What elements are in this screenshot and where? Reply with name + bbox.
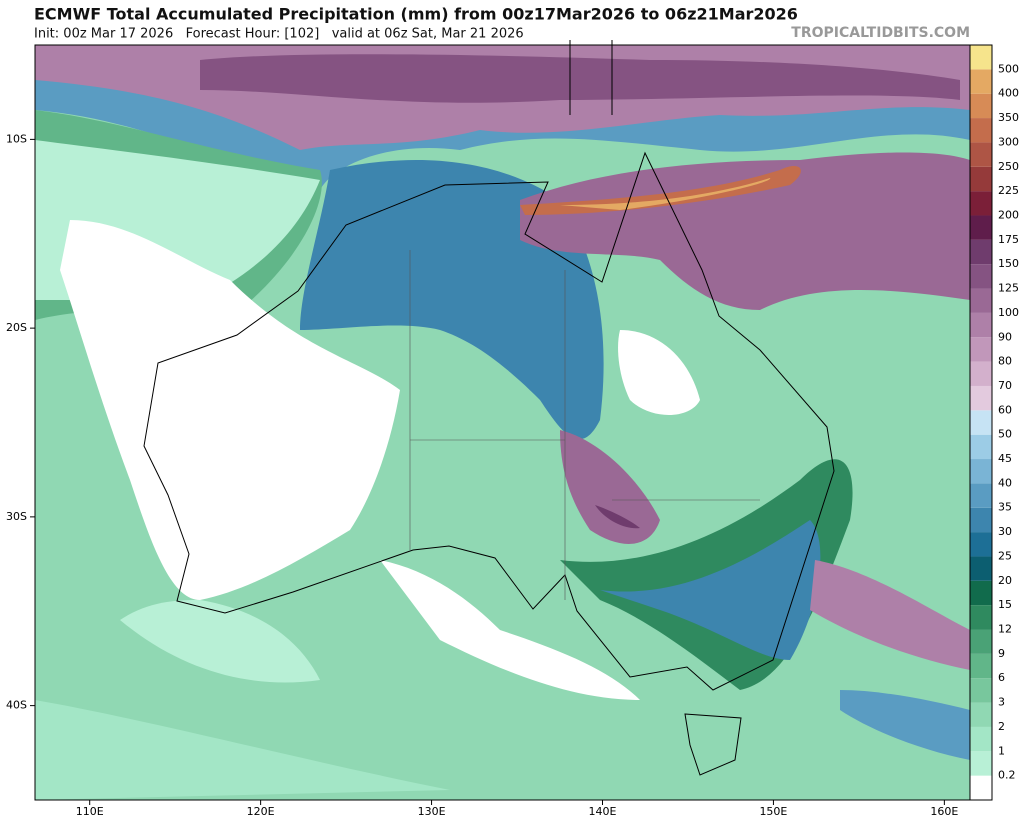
colorbar-label: 200 [998, 208, 1019, 221]
colorbar-label: 0.2 [998, 769, 1016, 782]
colorbar-swatch [970, 118, 992, 143]
colorbar-label: 125 [998, 282, 1019, 295]
colorbar-label: 250 [998, 160, 1019, 173]
colorbar: 0.21236912152025303540455060708090100125… [969, 44, 1019, 801]
colorbar-label: 150 [998, 257, 1019, 270]
colorbar-swatch [970, 702, 992, 727]
colorbar-label: 50 [998, 428, 1012, 441]
colorbar-label: 100 [998, 306, 1019, 319]
colorbar-swatch [970, 264, 992, 289]
lat-tick-label: 20S [6, 321, 27, 334]
colorbar-label: 90 [998, 330, 1012, 343]
colorbar-swatch [970, 288, 992, 313]
subtitle: Init: 00z Mar 17 2026 Forecast Hour: [10… [34, 27, 524, 42]
colorbar-label: 25 [998, 549, 1012, 562]
colorbar-swatch [970, 580, 992, 606]
colorbar-swatch [970, 556, 992, 581]
colorbar-label: 1 [998, 744, 1005, 757]
lon-tick-label: 140E [589, 805, 617, 818]
coastlines [143, 40, 835, 776]
colorbar-label: 225 [998, 184, 1019, 197]
lon-tick-label: 130E [418, 805, 446, 818]
colorbar-label: 400 [998, 87, 1019, 100]
lat-tick-label: 10S [6, 132, 27, 145]
colorbar-swatch [970, 678, 992, 703]
colorbar-label: 40 [998, 476, 1012, 489]
colorbar-swatch [970, 775, 992, 800]
lon-tick-label: 120E [247, 805, 275, 818]
colorbar-swatch [970, 239, 992, 265]
axes: 110E 120E 130E 140E 150E 160E 10S 20S 30S 40S [6, 132, 958, 818]
colorbar-swatch [970, 45, 992, 70]
colorbar-swatch [970, 337, 992, 362]
colorbar-swatch [970, 532, 992, 557]
colorbar-swatch [970, 605, 992, 630]
colorbar-label: 80 [998, 355, 1012, 368]
colorbar-label: 30 [998, 525, 1012, 538]
colorbar-label: 45 [998, 452, 1012, 465]
title: ECMWF Total Accumulated Precipitation (m… [34, 5, 798, 24]
colorbar-swatch [970, 69, 992, 94]
colorbar-swatch [970, 166, 992, 192]
colorbar-label: 350 [998, 111, 1019, 124]
precip-field [35, 45, 970, 800]
lon-tick-label: 150E [759, 805, 787, 818]
lat-tick-label: 30S [6, 510, 27, 523]
colorbar-label: 6 [998, 671, 1005, 684]
colorbar-label: 175 [998, 233, 1019, 246]
colorbar-swatch [970, 653, 992, 679]
lon-tick-label: 110E [76, 805, 104, 818]
colorbar-swatch [970, 507, 992, 533]
colorbar-swatch [970, 726, 992, 752]
colorbar-frame [969, 44, 993, 801]
colorbar-label: 9 [998, 647, 1005, 660]
colorbar-swatch [970, 93, 992, 119]
colorbar-swatch [970, 215, 992, 240]
colorbar-label: 60 [998, 403, 1012, 416]
colorbar-label: 35 [998, 501, 1012, 514]
colorbar-swatch [970, 361, 992, 386]
colorbar-label: 70 [998, 379, 1012, 392]
lon-tick-label: 160E [930, 805, 958, 818]
colorbar-swatch [970, 629, 992, 654]
colorbar-label: 15 [998, 598, 1012, 611]
source: TROPICALTIDBITS.COM [791, 25, 970, 41]
colorbar-swatch [970, 142, 992, 167]
colorbar-label: 3 [998, 696, 1005, 709]
colorbar-swatch [970, 385, 992, 411]
colorbar-label: 12 [998, 623, 1012, 636]
colorbar-swatch [970, 751, 992, 776]
colorbar-label: 300 [998, 135, 1019, 148]
colorbar-swatch [970, 410, 992, 435]
colorbar-label: 20 [998, 574, 1012, 587]
colorbar-label: 2 [998, 720, 1005, 733]
colorbar-swatch [970, 191, 992, 216]
colorbar-swatch [970, 434, 992, 460]
colorbar-label: 500 [998, 62, 1019, 75]
lat-tick-label: 40S [6, 699, 27, 712]
colorbar-swatch [970, 483, 992, 508]
colorbar-swatch [970, 312, 992, 338]
colorbar-swatch [970, 459, 992, 484]
